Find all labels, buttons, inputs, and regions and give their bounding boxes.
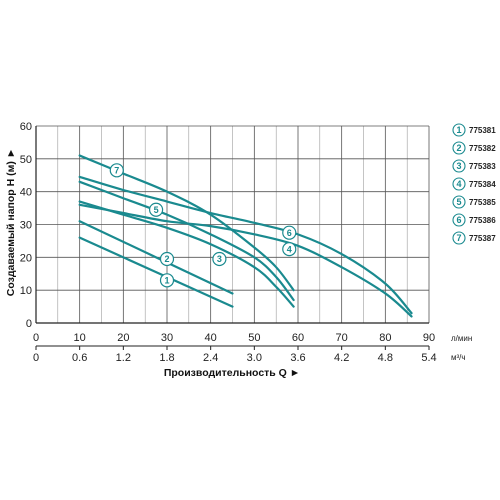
x-tick-label-secondary: 4.8 (378, 352, 393, 364)
x-tick-label: 50 (248, 332, 260, 344)
series-marker-label-775383: 3 (217, 254, 222, 264)
x-unit-primary: л/мин (451, 334, 472, 343)
x-tick-label: 20 (117, 332, 129, 344)
series-marker-circle-775383 (212, 251, 227, 267)
y-tick-label: 10 (20, 285, 32, 297)
x-tick-label-secondary: 4.2 (334, 352, 349, 364)
legend-marker-775385 (452, 195, 466, 209)
grid (35, 125, 430, 323)
x-tick-label: 80 (379, 332, 391, 344)
series-marker-circle-775385 (148, 202, 164, 217)
legend-marker-775381 (452, 123, 466, 137)
x-unit-secondary: м³/ч (451, 353, 466, 362)
legend-entry-775383: 775383 (469, 162, 496, 171)
series-marker-circle-775382 (159, 251, 175, 267)
x-tick-label: 10 (74, 332, 86, 344)
series-markers: 1 2 3 4 5 6 7 (109, 163, 297, 288)
x-tick-label-secondary: 5.4 (421, 352, 436, 364)
x-tick-label-secondary: 1.2 (116, 352, 131, 364)
y-tick-label: 50 (20, 154, 32, 166)
series-line-775384 (78, 203, 413, 318)
legend-entry-775381: 775381 (469, 126, 496, 135)
legend-entry-775385: 775385 (469, 198, 496, 207)
series-line-775385 (78, 180, 295, 302)
series-line-775382 (78, 220, 234, 295)
y-tick-label: 60 (20, 121, 32, 133)
legend-marker-label: 3 (456, 161, 461, 171)
legend-marker-775386 (452, 213, 466, 227)
series-marker-label-775386: 6 (287, 228, 292, 238)
legend-entry-775386: 775386 (469, 216, 496, 225)
legend-marker-label: 1 (456, 125, 461, 135)
series-lines (78, 154, 413, 318)
x-tick-label: 90 (423, 332, 435, 344)
x-axis-title: Производительность Q ► (164, 367, 300, 379)
series-marker-label-775387: 7 (114, 166, 119, 176)
y-tick-label: 20 (20, 252, 32, 264)
series-marker-circle-775381 (159, 273, 175, 288)
x-tick-label: 0 (33, 332, 39, 344)
series-line-775387 (78, 154, 295, 292)
series-marker-label-775384: 4 (287, 244, 292, 254)
x-tick-label-secondary: 3.6 (290, 352, 305, 364)
legend-entry-775384: 775384 (469, 180, 496, 189)
y-tick-label: 30 (20, 220, 32, 232)
x-tick-label-secondary: 0 (33, 352, 39, 364)
legend-marker-775384 (452, 177, 466, 191)
series-marker-label-775381: 1 (164, 276, 169, 286)
series-line-775381 (78, 236, 234, 308)
x-tick-label: 40 (205, 332, 217, 344)
series-marker-label-775382: 2 (164, 254, 169, 264)
x-tick-label-secondary: 0.6 (72, 352, 87, 364)
x-tick-label: 60 (292, 332, 304, 344)
legend-marker-label: 5 (456, 197, 461, 207)
legend-marker-775383 (452, 159, 466, 173)
legend-marker-label: 4 (456, 179, 461, 189)
x-tick-label: 30 (161, 332, 173, 344)
legend-entry-775387: 775387 (469, 234, 496, 243)
legend: 1 775381 2 775382 3 775383 4 775384 5 775385 6 7753… (452, 123, 496, 245)
x-tick-label-secondary: 1.8 (159, 352, 174, 364)
legend-marker-label: 2 (456, 143, 461, 153)
series-line-775386 (78, 175, 413, 315)
series-line-775383 (78, 200, 295, 308)
x-tick-label-secondary: 2.4 (203, 352, 218, 364)
series-marker-circle-775386 (282, 225, 297, 240)
axes: 0 10 20 30 40 50 60 70 80 900 0.6 1.2 1.8 2.4 3.0 3.6 4.… (20, 121, 437, 364)
y-tick-label: 0 (26, 318, 32, 330)
y-tick-label: 40 (20, 187, 32, 199)
series-marker-circle-775384 (282, 242, 297, 257)
legend-marker-775387 (452, 231, 466, 245)
legend-marker-label: 6 (456, 215, 461, 225)
legend-entry-775382: 775382 (469, 144, 496, 153)
y-axis-title: Создаваемый напор H (м) ► (5, 148, 17, 296)
x-tick-label-secondary: 3.0 (247, 352, 262, 364)
series-marker-circle-775387 (109, 163, 124, 178)
series-marker-label-775385: 5 (154, 205, 159, 215)
legend-marker-label: 7 (456, 233, 461, 243)
x-tick-label: 70 (336, 332, 348, 344)
legend-marker-775382 (452, 141, 466, 155)
